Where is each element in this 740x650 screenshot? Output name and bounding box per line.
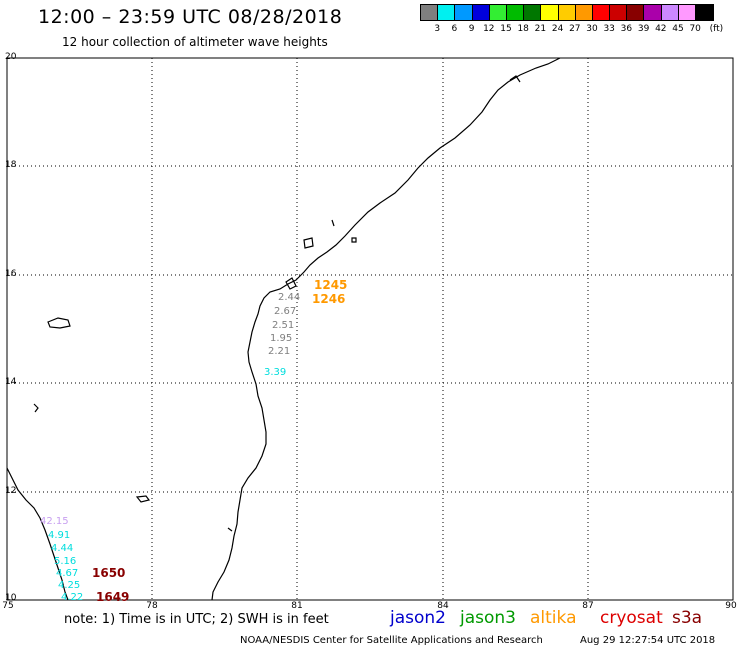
- legend-label: 6: [451, 24, 458, 34]
- map-title: 12:00 – 23:59 UTC 08/28/2018: [38, 6, 343, 28]
- legend-swatch: [455, 5, 473, 20]
- wave-height-value: 2.51: [272, 320, 295, 331]
- legend-label: 42: [655, 24, 667, 34]
- legend-label: 27: [569, 24, 581, 34]
- x-tick-label: 78: [146, 601, 158, 611]
- legend-label: 18: [517, 24, 529, 34]
- wave-height-value: 2.44: [278, 292, 301, 303]
- pass-time-label: 1246: [312, 292, 346, 306]
- x-tick-label: 84: [437, 601, 449, 611]
- legend-swatch: [438, 5, 456, 20]
- legend-swatch: [421, 5, 439, 20]
- mission-jason3: jason3: [460, 608, 516, 628]
- legend-swatch: [575, 5, 593, 20]
- legend-swatch: [610, 5, 628, 20]
- legend-label: 21: [534, 24, 547, 34]
- legend-swatch: [678, 5, 696, 20]
- map-subtitle: 12 hour collection of altimeter wave hei…: [62, 35, 328, 49]
- wave-height-value: 42.15: [40, 516, 69, 527]
- legend-label: 33: [603, 24, 615, 34]
- units-note: note: 1) Time is in UTC; 2) SWH is in fe…: [64, 612, 329, 627]
- grid-lines: [7, 58, 733, 600]
- y-tick-label: 16: [5, 269, 17, 279]
- legend-label: (ft): [709, 24, 724, 34]
- legend-label: 3: [434, 24, 441, 34]
- legend-label: 24: [551, 24, 564, 34]
- x-tick-label: 90: [725, 601, 737, 611]
- y-tick-label: 10: [5, 593, 17, 603]
- legend-swatch: [489, 5, 507, 20]
- y-tick-label: 12: [5, 486, 17, 496]
- wave-height-value: 4.25: [58, 580, 81, 591]
- x-tick-label: 81: [291, 601, 303, 611]
- y-tick-label: 18: [5, 160, 17, 170]
- legend-swatch: [524, 5, 542, 20]
- wave-height-value: 2.67: [274, 306, 297, 317]
- credit-line: NOAA/NESDIS Center for Satellite Applica…: [240, 635, 543, 646]
- legend-swatch: [558, 5, 576, 20]
- legend-swatch: [541, 5, 559, 20]
- wave-height-value: 2.21: [268, 346, 291, 357]
- legend-swatch: [472, 5, 490, 20]
- legend-label: 30: [586, 24, 598, 34]
- y-tick-label: 14: [5, 377, 17, 387]
- generated-timestamp: Aug 29 12:27:54 UTC 2018: [580, 635, 716, 646]
- wave-height-value: 4.67: [56, 568, 79, 579]
- pass-time-label: 1649: [96, 590, 130, 604]
- x-tick-label: 87: [582, 601, 594, 611]
- wave-height-value: 5.16: [54, 556, 77, 567]
- y-tick-label: 20: [5, 52, 17, 62]
- legend-label: 9: [468, 24, 475, 34]
- wave-height-value: 4.44: [51, 543, 74, 554]
- mission-cryosat: cryosat: [600, 608, 663, 628]
- mission-s3a: s3a: [672, 608, 703, 628]
- legend-label: 70: [689, 24, 701, 34]
- wave-height-value: 3.39: [264, 367, 287, 378]
- pass-time-label: 1650: [92, 566, 126, 580]
- mission-altika: altika: [530, 608, 577, 628]
- legend-label: 45: [672, 24, 684, 34]
- legend-label: 36: [620, 24, 633, 34]
- wave-height-value: 4.91: [48, 530, 71, 541]
- wave-height-value: 1.95: [270, 333, 293, 344]
- mission-jason2: jason2: [390, 608, 446, 628]
- legend-swatch: [644, 5, 662, 20]
- x-tick-label: 75: [2, 601, 14, 611]
- legend-swatch: [696, 5, 714, 20]
- legend-swatch: [661, 5, 679, 20]
- legend-labels: 3 6 9 12 15 18 21 24 27 30 33 36 39 42 45 70 (ft): [420, 21, 723, 34]
- coastline: [6, 57, 561, 601]
- wave-height-value: 4.22: [61, 592, 84, 603]
- legend-swatch: [506, 5, 525, 20]
- legend-label: 15: [500, 24, 512, 34]
- pass-time-label: 1245: [314, 278, 348, 292]
- legend-label: 39: [637, 24, 650, 34]
- legend-label: 12: [483, 24, 495, 34]
- legend-swatch: [627, 5, 645, 20]
- legend-color-bar: [420, 4, 715, 21]
- plot-border: [6, 57, 734, 601]
- legend-swatch: [592, 5, 611, 20]
- wave-height-legend: 3 6 9 12 15 18 21 24 27 30 33 36 39 42 45 70 (ft): [420, 4, 723, 34]
